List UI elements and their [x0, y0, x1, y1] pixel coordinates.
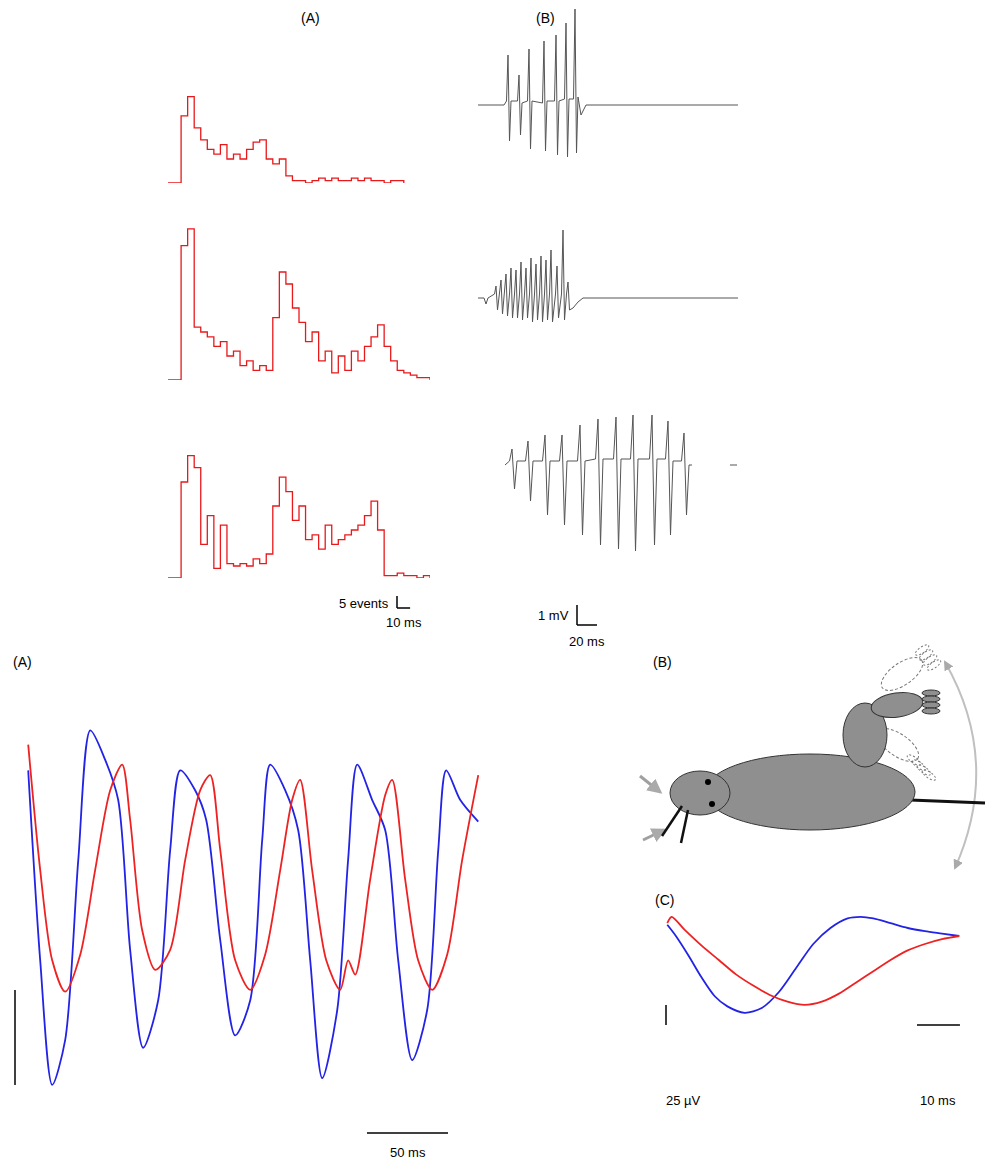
svg-text:(C): (C) [655, 892, 674, 908]
svg-text:10 ms: 10 ms [386, 615, 422, 630]
svg-text:1 mV: 1 mV [538, 608, 569, 623]
svg-text:(A): (A) [301, 10, 320, 26]
svg-text:10 ms: 10 ms [920, 1093, 956, 1108]
svg-text:50 ms: 50 ms [390, 1145, 426, 1160]
svg-text:20 ms: 20 ms [569, 634, 605, 649]
svg-text:5 events: 5 events [339, 596, 389, 611]
svg-text:(B): (B) [536, 10, 555, 26]
svg-text:25 µV: 25 µV [666, 1093, 701, 1108]
svg-text:(B): (B) [653, 654, 672, 670]
svg-text:(A): (A) [13, 654, 32, 670]
